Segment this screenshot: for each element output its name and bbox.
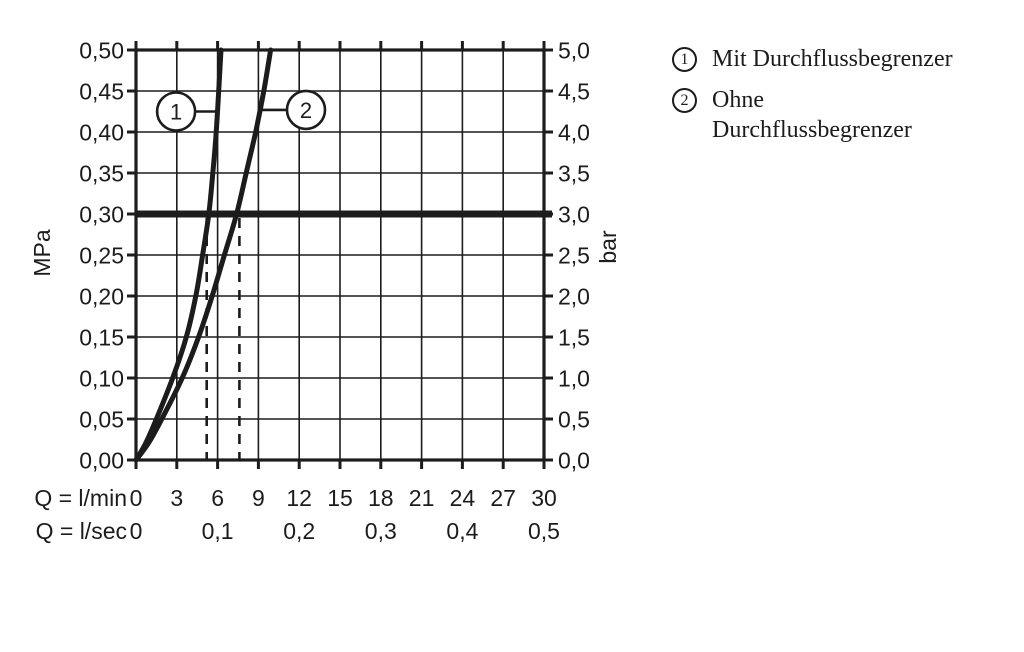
mpa-tick-label: 0,30: [79, 201, 124, 227]
y-axis-left-labels: 0,50 0,45 0,40 0,35 0,30 0,25 0,20 0,15 0,10 0,05…: [79, 37, 124, 473]
plot-border: [134, 48, 546, 462]
x-tick-label: 21: [409, 485, 435, 511]
x-tick-label: 0: [130, 485, 143, 511]
y-axis-right-unit: bar: [595, 230, 621, 264]
mpa-tick-label: 0,25: [79, 242, 124, 268]
legend-label-2: Ohne Durchflussbegrenzer: [712, 85, 912, 145]
x-tick-label: 0,1: [202, 518, 234, 544]
mpa-tick-label: 0,05: [79, 406, 124, 432]
x-tick-label: 6: [211, 485, 224, 511]
flow-rate-chart: 1 2 0,50 0,45 0,40 0,35 0,30 0,25 0,20 0,15 0,10 0,…: [29, 37, 621, 544]
bar-tick-label: 5,0: [558, 37, 590, 63]
callout-1: 1: [155, 91, 218, 132]
bar-tick-label: 2,5: [558, 242, 590, 268]
x-tick-label: 18: [368, 485, 394, 511]
bar-tick-label: 0,5: [558, 406, 590, 432]
x-tick-label: 24: [450, 485, 476, 511]
legend-marker-1-icon: 1: [672, 47, 697, 72]
bar-tick-label: 0,0: [558, 447, 590, 473]
mpa-tick-label: 0,45: [79, 78, 124, 104]
y-axis-right-labels: 5,0 4,5 4,0 3,5 3,0 2,5 2,0 1,5 1,0 0,5 0,0: [558, 37, 590, 473]
mpa-tick-label: 0,10: [79, 365, 124, 391]
x-axis-unit-lsec: Q = l/sec: [36, 518, 127, 544]
bar-tick-label: 3,0: [558, 201, 590, 227]
x-tick-label: 0,3: [365, 518, 397, 544]
x-tick-label: 0,2: [283, 518, 315, 544]
mpa-tick-label: 0,50: [79, 37, 124, 63]
bar-tick-label: 1,5: [558, 324, 590, 350]
legend-marker-2-icon: 2: [672, 88, 697, 113]
bar-tick-label: 3,5: [558, 160, 590, 186]
mpa-tick-label: 0,15: [79, 324, 124, 350]
legend-label-2-line-1: Ohne: [712, 87, 764, 113]
mpa-tick-label: 0,40: [79, 119, 124, 145]
legend-item-1: 1 Mit Durchflussbegrenzer: [672, 44, 953, 74]
mpa-tick-label: 0,20: [79, 283, 124, 309]
legend-label-2-line-2: Durchflussbegrenzer: [712, 117, 912, 143]
callout-2-number: 2: [300, 98, 312, 123]
legend-label-1: Mit Durchflussbegrenzer: [712, 46, 953, 72]
mpa-tick-label: 0,35: [79, 160, 124, 186]
bar-tick-label: 4,5: [558, 78, 590, 104]
x-axis-unit-lmin: Q = l/min: [34, 485, 127, 511]
flow-rate-chart-svg: 1 20,500,450,400,350,300,250,200,150,100,…: [29, 37, 621, 544]
bar-tick-label: 4,0: [558, 119, 590, 145]
x-axis-row-2: Q = l/sec 0 0,1 0,2 0,3 0,4 0,5: [36, 518, 560, 544]
curve-1: [133, 47, 224, 463]
x-axis-row-1: Q = l/min 0 3 6 9 12 15 18 21 24 27 30: [34, 485, 556, 511]
legend-item-2: 2 Ohne Durchflussbegrenzer: [672, 85, 953, 145]
callout-1-circle: [155, 91, 197, 132]
x-tick-label: 30: [531, 485, 557, 511]
mpa-tick-label: 0,00: [79, 447, 124, 473]
y-axis-left-unit: MPa: [29, 229, 55, 277]
callout-2-circle: [285, 89, 327, 131]
callout-1-number: 1: [170, 99, 182, 124]
chart-legend: 1 Mit Durchflussbegrenzer 2 Ohne Durchfl…: [672, 44, 953, 156]
x-tick-label: 12: [286, 485, 312, 511]
x-tick-label: 3: [170, 485, 183, 511]
x-tick-label: 15: [327, 485, 353, 511]
x-tick-label: 0,5: [528, 518, 560, 544]
x-tick-label: 0,4: [446, 518, 478, 544]
curve-2: [133, 47, 274, 463]
x-tick-label: 0: [130, 518, 143, 544]
callout-2: 2: [260, 89, 327, 131]
bar-tick-label: 2,0: [558, 283, 590, 309]
x-tick-label: 9: [252, 485, 265, 511]
bar-tick-label: 1,0: [558, 365, 590, 391]
x-tick-label: 27: [490, 485, 516, 511]
